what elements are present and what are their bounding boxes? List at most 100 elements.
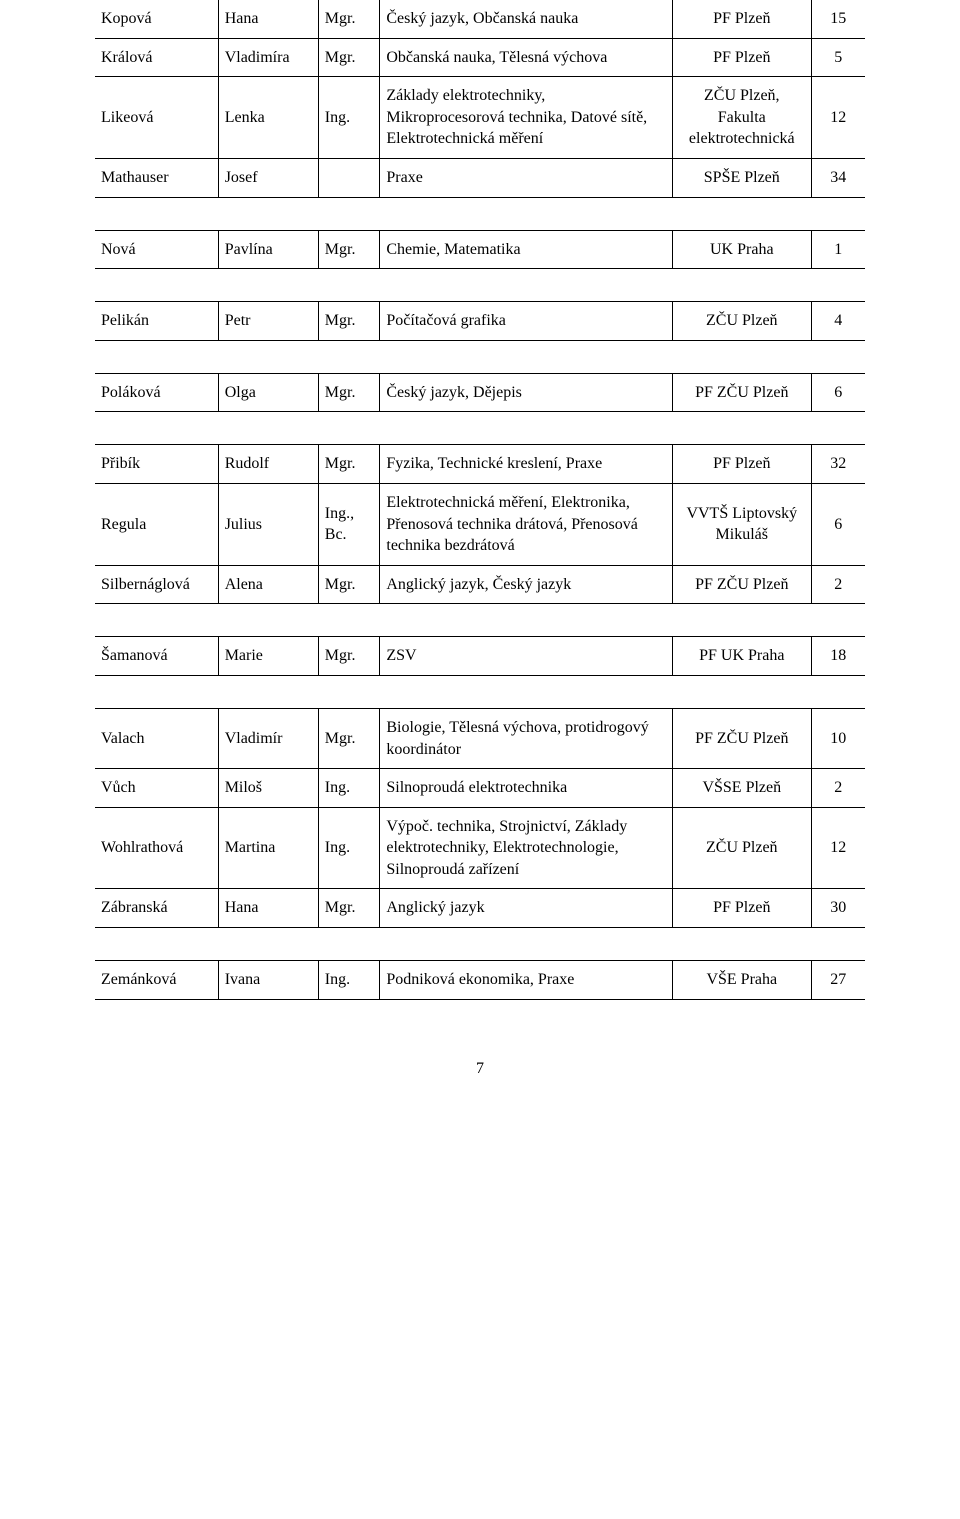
table-row: PolákováOlgaMgr.Český jazyk, DějepisPF Z… [95, 373, 865, 412]
cell-surname: Nová [95, 230, 218, 269]
cell-surname: Zábranská [95, 889, 218, 928]
cell-title: Mgr. [318, 230, 380, 269]
table-row: NováPavlínaMgr.Chemie, MatematikaUK Prah… [95, 230, 865, 269]
cell-school: ZČU Plzeň [672, 302, 811, 341]
cell-school: SPŠE Plzeň [672, 158, 811, 197]
cell-title: Mgr. [318, 0, 380, 38]
cell-title: Mgr. [318, 889, 380, 928]
table-row: KrálováVladimíraMgr.Občanská nauka, Těle… [95, 38, 865, 77]
cell-years: 1 [811, 230, 865, 269]
teacher-table-document: KopováHanaMgr.Český jazyk, Občanská nauk… [95, 0, 865, 1000]
cell-surname: Silbernáglová [95, 565, 218, 604]
cell-school: VŠE Praha [672, 961, 811, 1000]
table-section: PolákováOlgaMgr.Český jazyk, DějepisPF Z… [95, 373, 865, 413]
cell-school: VVTŠ Liptovský Mikuláš [672, 483, 811, 565]
cell-years: 6 [811, 483, 865, 565]
cell-given: Alena [218, 565, 318, 604]
cell-surname: Kopová [95, 0, 218, 38]
cell-subject: Výpoč. technika, Strojnictví, Základy el… [380, 807, 673, 889]
cell-title: Mgr. [318, 38, 380, 77]
cell-subject: Fyzika, Technické kreslení, Praxe [380, 445, 673, 484]
cell-school: PF Plzeň [672, 38, 811, 77]
table-row: PelikánPetrMgr.Počítačová grafikaZČU Plz… [95, 302, 865, 341]
cell-surname: Valach [95, 708, 218, 768]
cell-title: Mgr. [318, 445, 380, 484]
staff-table: ŠamanováMarieMgr.ZSVPF UK Praha18 [95, 636, 865, 676]
staff-table: PelikánPetrMgr.Počítačová grafikaZČU Plz… [95, 301, 865, 341]
staff-table: ZemánkováIvanaIng.Podniková ekonomika, P… [95, 960, 865, 1000]
cell-subject: Biologie, Tělesná výchova, protidrogový … [380, 708, 673, 768]
cell-title: Ing. [318, 807, 380, 889]
cell-surname: Vůch [95, 769, 218, 808]
table-section: KopováHanaMgr.Český jazyk, Občanská nauk… [95, 0, 865, 198]
cell-years: 32 [811, 445, 865, 484]
cell-surname: Pelikán [95, 302, 218, 341]
cell-surname: Zemánková [95, 961, 218, 1000]
cell-subject: Elektrotechnická měření, Elektronika, Př… [380, 483, 673, 565]
staff-table: PřibíkRudolfMgr.Fyzika, Technické kresle… [95, 444, 865, 604]
cell-title: Mgr. [318, 708, 380, 768]
cell-title: Mgr. [318, 302, 380, 341]
staff-table: KopováHanaMgr.Český jazyk, Občanská nauk… [95, 0, 865, 198]
table-row: ŠamanováMarieMgr.ZSVPF UK Praha18 [95, 637, 865, 676]
cell-years: 12 [811, 807, 865, 889]
cell-subject: Anglický jazyk, Český jazyk [380, 565, 673, 604]
cell-given: Marie [218, 637, 318, 676]
table-row: MathauserJosefPraxeSPŠE Plzeň34 [95, 158, 865, 197]
cell-given: Miloš [218, 769, 318, 808]
cell-subject: ZSV [380, 637, 673, 676]
cell-surname: Králová [95, 38, 218, 77]
cell-surname: Wohlrathová [95, 807, 218, 889]
table-section: ValachVladimírMgr.Biologie, Tělesná vých… [95, 708, 865, 928]
cell-school: VŠSE Plzeň [672, 769, 811, 808]
cell-years: 10 [811, 708, 865, 768]
cell-title: Mgr. [318, 637, 380, 676]
cell-school: PF ZČU Plzeň [672, 708, 811, 768]
cell-title: Mgr. [318, 565, 380, 604]
cell-subject: Počítačová grafika [380, 302, 673, 341]
cell-given: Lenka [218, 77, 318, 159]
cell-title: Ing. [318, 769, 380, 808]
cell-school: PF Plzeň [672, 0, 811, 38]
cell-years: 6 [811, 373, 865, 412]
cell-surname: Likeová [95, 77, 218, 159]
cell-school: PF Plzeň [672, 889, 811, 928]
cell-given: Ivana [218, 961, 318, 1000]
table-row: KopováHanaMgr.Český jazyk, Občanská nauk… [95, 0, 865, 38]
cell-surname: Regula [95, 483, 218, 565]
staff-table: NováPavlínaMgr.Chemie, MatematikaUK Prah… [95, 230, 865, 270]
table-row: ValachVladimírMgr.Biologie, Tělesná vých… [95, 708, 865, 768]
cell-subject: Podniková ekonomika, Praxe [380, 961, 673, 1000]
cell-given: Pavlína [218, 230, 318, 269]
cell-subject: Občanská nauka, Tělesná výchova [380, 38, 673, 77]
table-row: ZemánkováIvanaIng.Podniková ekonomika, P… [95, 961, 865, 1000]
cell-given: Hana [218, 0, 318, 38]
cell-title [318, 158, 380, 197]
table-section: ŠamanováMarieMgr.ZSVPF UK Praha18 [95, 636, 865, 676]
cell-surname: Přibík [95, 445, 218, 484]
table-row: LikeováLenkaIng.Základy elektrotechniky,… [95, 77, 865, 159]
cell-given: Hana [218, 889, 318, 928]
staff-table: PolákováOlgaMgr.Český jazyk, DějepisPF Z… [95, 373, 865, 413]
cell-given: Rudolf [218, 445, 318, 484]
cell-years: 2 [811, 565, 865, 604]
cell-title: Ing., Bc. [318, 483, 380, 565]
cell-school: PF ZČU Plzeň [672, 565, 811, 604]
cell-years: 5 [811, 38, 865, 77]
table-row: PřibíkRudolfMgr.Fyzika, Technické kresle… [95, 445, 865, 484]
cell-given: Petr [218, 302, 318, 341]
cell-subject: Chemie, Matematika [380, 230, 673, 269]
cell-school: PF ZČU Plzeň [672, 373, 811, 412]
cell-school: PF UK Praha [672, 637, 811, 676]
staff-table: ValachVladimírMgr.Biologie, Tělesná vých… [95, 708, 865, 928]
cell-title: Ing. [318, 961, 380, 1000]
cell-years: 27 [811, 961, 865, 1000]
table-row: RegulaJuliusIng., Bc.Elektrotechnická mě… [95, 483, 865, 565]
cell-years: 4 [811, 302, 865, 341]
cell-subject: Český jazyk, Občanská nauka [380, 0, 673, 38]
cell-given: Vladimíra [218, 38, 318, 77]
cell-given: Vladimír [218, 708, 318, 768]
cell-school: ZČU Plzeň, Fakulta elektrotechnická [672, 77, 811, 159]
table-section: PřibíkRudolfMgr.Fyzika, Technické kresle… [95, 444, 865, 604]
cell-given: Olga [218, 373, 318, 412]
